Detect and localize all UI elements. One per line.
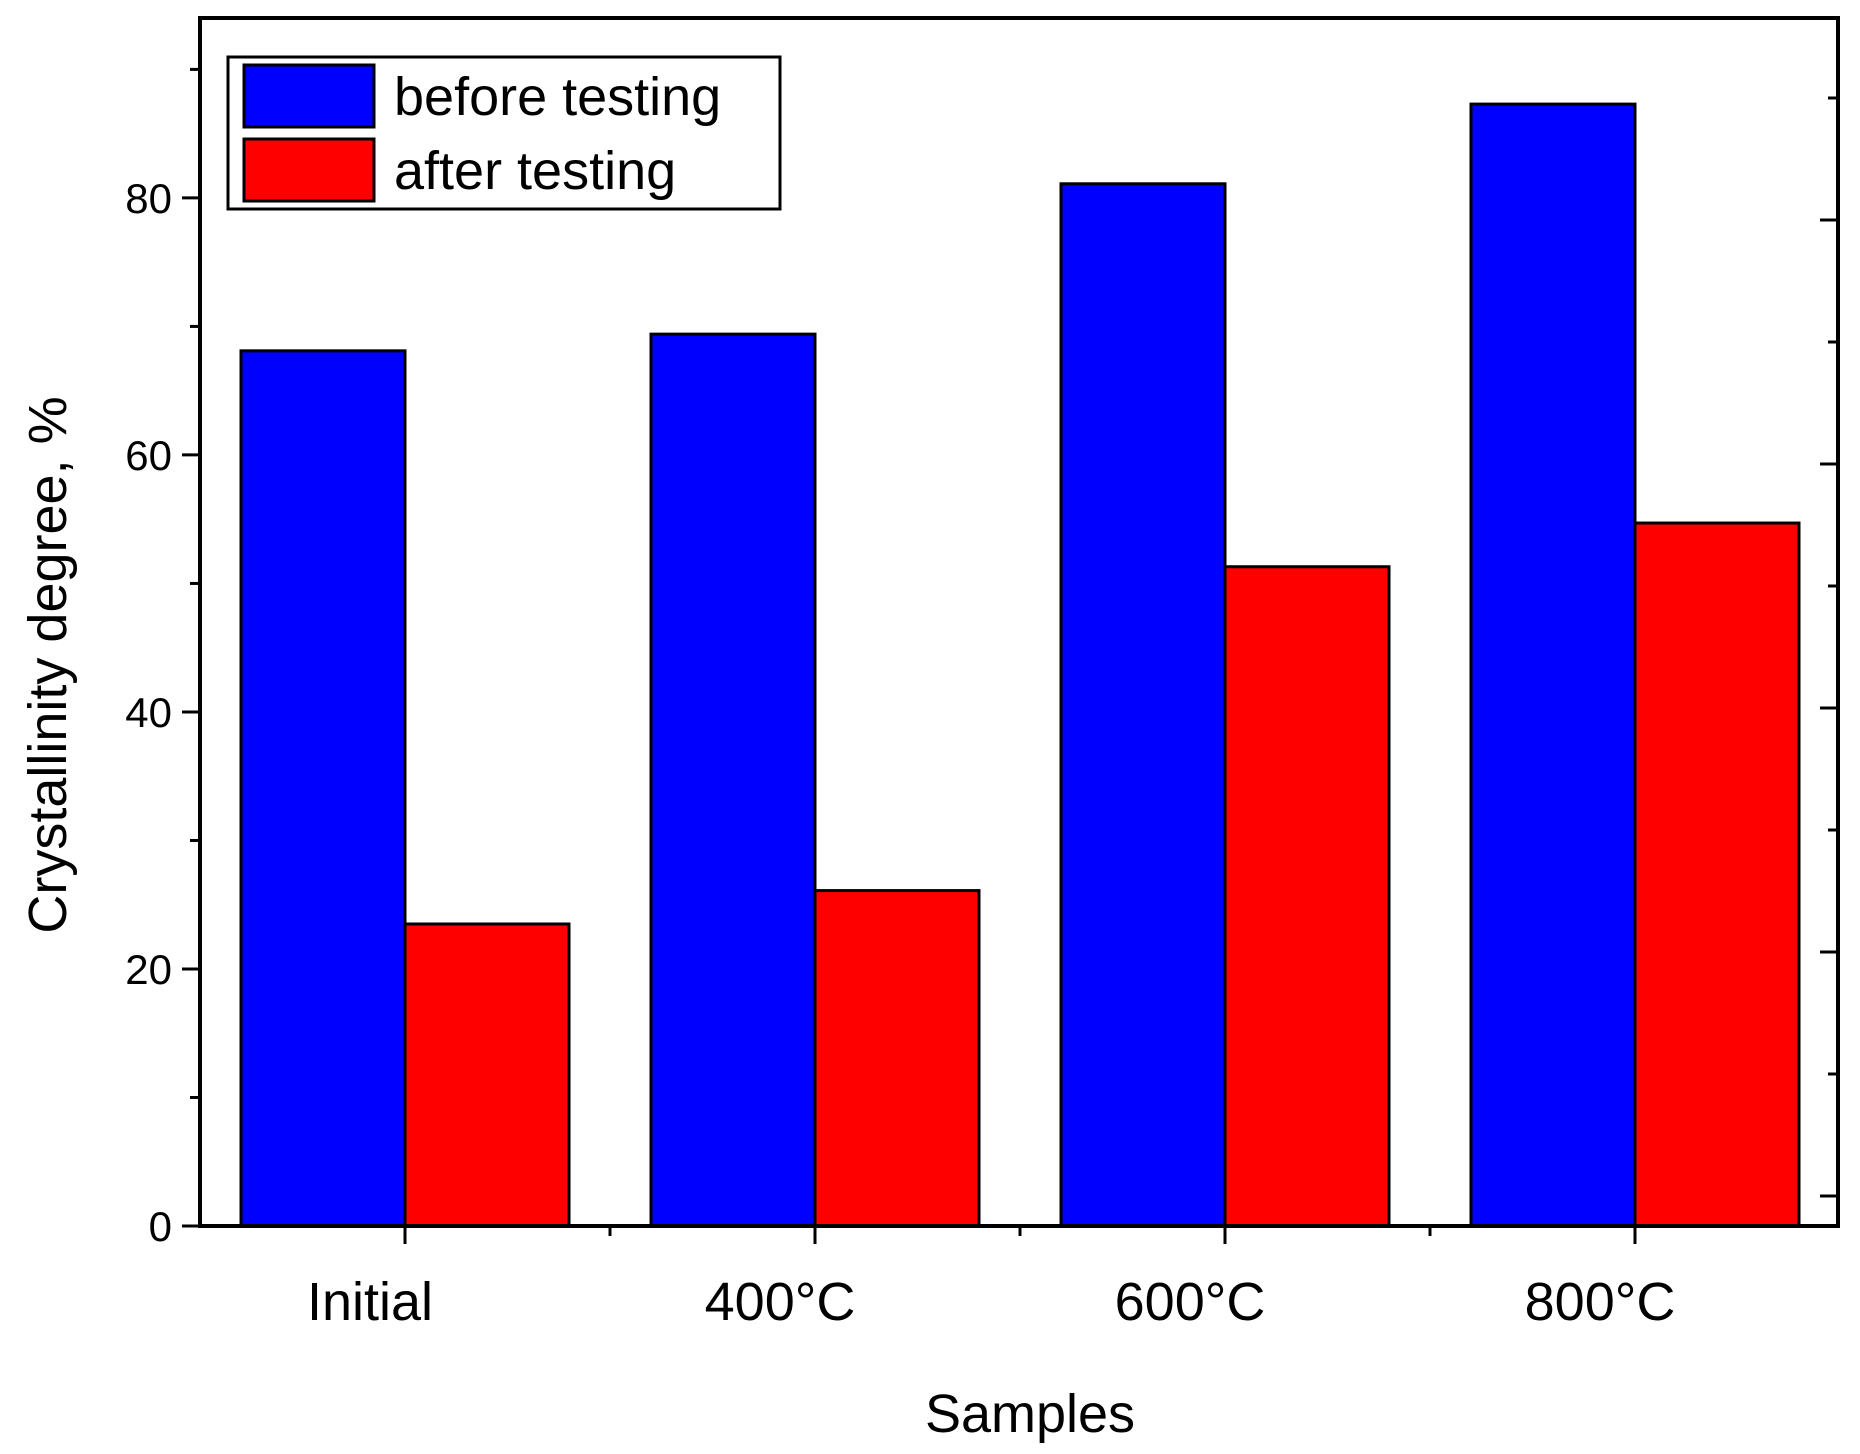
- x-tick-label-2: 600°C: [1115, 1272, 1266, 1332]
- y-tick-labels: 0 20 40 60 80: [125, 175, 172, 1250]
- y-tick-label-3: 60: [125, 432, 172, 479]
- x-tick-labels: Initial 400°C 600°C 800°C: [307, 1272, 1675, 1332]
- bar-after-0: [403, 922, 571, 1228]
- bar-before-1: [649, 332, 817, 1228]
- x-tick-label-3: 800°C: [1525, 1272, 1676, 1332]
- legend-swatch-1: [242, 137, 376, 203]
- y-tick-label-1: 20: [125, 946, 172, 993]
- x-axis-title: Samples: [925, 1384, 1135, 1444]
- bar-before-0: [239, 349, 407, 1228]
- ticks-group: [182, 67, 1838, 1244]
- y-tick-label-2: 40: [125, 689, 172, 736]
- bar-after-1: [813, 889, 981, 1228]
- legend: before testing after testing: [226, 55, 782, 211]
- legend-swatch-0: [242, 63, 376, 129]
- bar-after-3: [1633, 521, 1801, 1228]
- bar-before-3: [1469, 102, 1637, 1228]
- legend-label-1: after testing: [394, 141, 676, 201]
- x-tick-label-0: Initial: [307, 1272, 433, 1332]
- y-tick-label-4: 80: [125, 175, 172, 222]
- y-axis-title: Crystallinity degree, %: [18, 396, 78, 933]
- bar-before-2: [1059, 182, 1227, 1228]
- y-tick-label-0: 0: [149, 1203, 172, 1250]
- legend-label-0: before testing: [394, 67, 721, 127]
- bar-after-2: [1223, 565, 1391, 1228]
- x-tick-label-1: 400°C: [705, 1272, 856, 1332]
- bars-group: [239, 102, 1801, 1228]
